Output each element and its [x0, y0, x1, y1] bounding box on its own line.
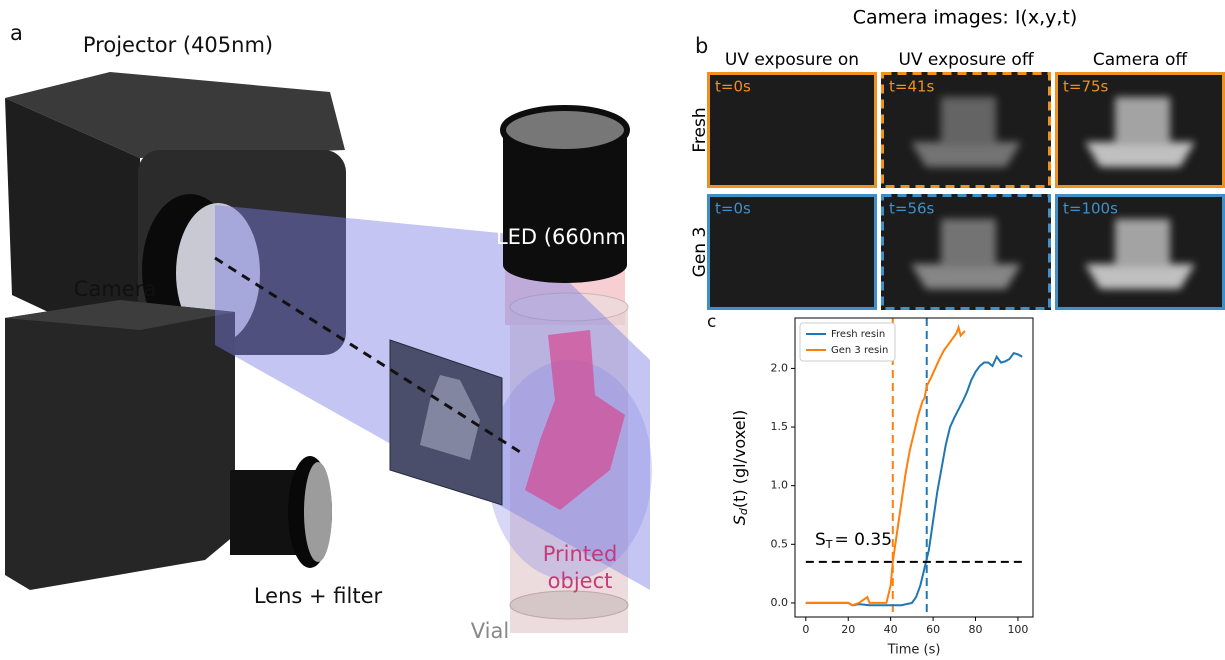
x-tick-label: 40 — [884, 623, 898, 636]
y-tick-label: 1.5 — [771, 420, 789, 433]
x-tick-label: 0 — [802, 623, 809, 636]
threshold-symbol: S — [815, 530, 826, 550]
y-tick-label: 2.0 — [771, 361, 789, 374]
boat-cabin — [1115, 97, 1170, 145]
threshold-label: ST= 0.35 — [815, 530, 892, 551]
time-label: t=75s — [1063, 78, 1109, 96]
x-tick-label: 60 — [926, 623, 940, 636]
boat-shape — [1085, 264, 1195, 289]
led-bottom — [503, 247, 627, 283]
vial-bottom — [510, 591, 628, 619]
time-label: t=0s — [715, 78, 751, 96]
time-label: t=41s — [889, 78, 935, 96]
panel-title: Camera images: I(x,y,t) — [853, 7, 1078, 29]
time-label: t=100s — [1063, 200, 1118, 218]
x-tick-label: 100 — [1007, 623, 1028, 636]
boat-cabin — [1115, 219, 1170, 267]
led-top — [503, 108, 627, 152]
x-axis-label: Time (s) — [887, 643, 941, 658]
data-line — [806, 353, 1022, 605]
vial-label: Vial — [471, 619, 509, 643]
chart: c 0 20 40 60 80 100 0.0 0.5 1.0 1.5 2.0 Time (s) Sd(t… — [707, 312, 1033, 658]
printed-label: Printed — [543, 542, 618, 566]
threshold-sub: T — [825, 538, 833, 551]
camera-lens-glass — [304, 462, 332, 562]
y-axis-label: Sd(t) (gl/voxel) — [730, 410, 751, 526]
y-tick-label: 0.0 — [771, 596, 789, 609]
x-tick-label: 20 — [841, 623, 855, 636]
boat-shape — [911, 264, 1021, 289]
page: { "panel_a": { "letter": "a", "projector… — [0, 0, 1225, 660]
boat-cabin — [941, 97, 996, 145]
y-tick-label: 0.5 — [771, 537, 789, 550]
y-label-symbol: S — [730, 515, 749, 525]
legend-label: Gen 3 resin — [831, 345, 888, 356]
led-label: LED (660nm) — [496, 225, 634, 249]
panel-letter: a — [10, 21, 23, 45]
x-tick-label: 80 — [969, 623, 983, 636]
figure: a Projector (405nm) LED (660nm) Camera L… — [0, 0, 1225, 660]
lens-label: Lens + filter — [254, 584, 383, 608]
threshold-rest: = 0.35 — [835, 530, 893, 550]
panel-letter: b — [695, 34, 708, 58]
camera-label: Camera — [74, 277, 156, 301]
legend-label: Fresh resin — [831, 329, 885, 340]
time-label: t=0s — [715, 200, 751, 218]
y-label-rest: (t) (gl/voxel) — [730, 410, 749, 508]
boat-shape — [1085, 142, 1195, 167]
panel-letter: c — [707, 312, 716, 332]
camera-body — [5, 300, 235, 590]
column-label: UV exposure on — [725, 50, 859, 70]
plot-frame — [795, 318, 1033, 617]
y-tick-label: 1.0 — [771, 479, 789, 492]
projector-label: Projector (405nm) — [83, 33, 273, 57]
column-label: Camera off — [1093, 50, 1189, 70]
column-label: UV exposure off — [898, 50, 1034, 70]
time-label: t=56s — [889, 200, 935, 218]
boat-cabin — [941, 219, 996, 267]
boat-shape — [911, 142, 1021, 167]
printed-label: object — [548, 569, 613, 593]
